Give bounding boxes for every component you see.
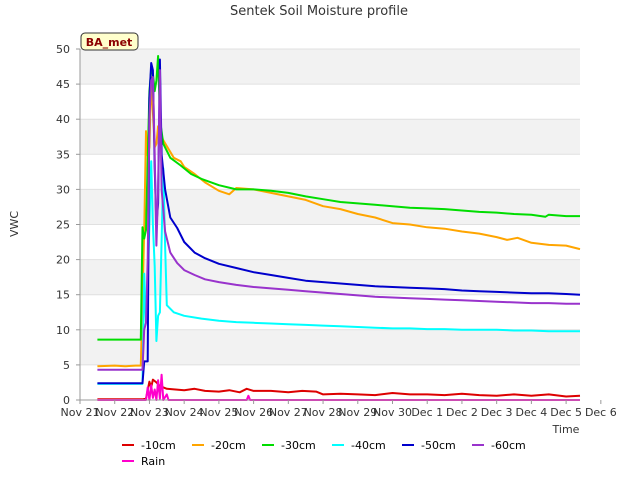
legend-label: -20cm [211,439,246,452]
chart-title: Sentek Soil Moisture profile [230,4,408,19]
site-label: BA_met [86,36,133,49]
site-label-box: BA_met [80,32,139,51]
x-tick-label: Nov 22 [95,406,134,419]
legend-label: -40cm [351,439,386,452]
y-tick-label: 5 [63,359,70,372]
x-tick-label: Nov 27 [269,406,308,419]
y-tick-label: 10 [56,324,70,337]
legend-label: -10cm [141,439,176,452]
x-tick-label: Nov 24 [165,406,204,419]
x-axis-title: Time [552,423,580,436]
x-tick-label: Dec 2 [446,406,478,419]
y-tick-label: 0 [63,394,70,407]
x-tick-label: Dec 1 [411,406,443,419]
x-tick-label: Dec 5 [550,406,582,419]
y-axis-title: VWC [8,211,21,237]
y-tick-label: 25 [56,219,70,232]
y-tick-label: 20 [56,254,70,267]
legend-label: -30cm [281,439,316,452]
legend: -10cm -20cm -30cm -40cm -50cm -60cm Rain [122,439,526,468]
y-tick-label: 45 [56,78,70,91]
y-ticks: 0 5 10 15 20 25 30 35 40 45 50 [56,43,80,407]
x-tick-label: Nov 29 [338,406,377,419]
plot-band [80,49,580,85]
y-tick-label: 50 [56,43,70,56]
plot-band [80,329,580,365]
x-tick-label: Nov 25 [199,406,238,419]
legend-label: Rain [141,455,165,468]
x-tick-label: Nov 21 [61,406,100,419]
y-tick-label: 30 [56,183,70,196]
x-tick-label: Dec 6 [585,406,617,419]
y-tick-label: 15 [56,289,70,302]
x-tick-label: Nov 23 [130,406,169,419]
y-tick-label: 35 [56,148,70,161]
series-line-50cm [97,58,581,385]
plot-band [80,259,580,295]
series-line-60cm [97,69,580,371]
x-tick-label: Nov 26 [234,406,273,419]
x-tick-label: Dec 3 [481,406,513,419]
legend-label: -50cm [421,439,456,452]
legend-label: -60cm [491,439,526,452]
x-tick-label: Nov 28 [304,406,343,419]
series-line-10cm [97,378,581,401]
y-tick-label: 40 [56,113,70,126]
x-tick-label: Nov 30 [373,406,412,419]
series-group [97,55,581,401]
x-tick-label: Dec 4 [515,406,547,419]
